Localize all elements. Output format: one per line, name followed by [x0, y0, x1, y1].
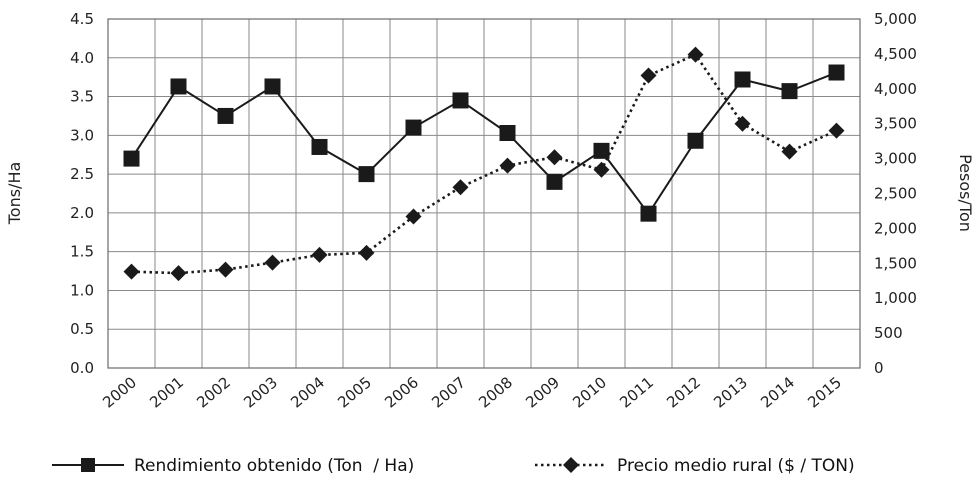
data-point-square — [593, 142, 610, 159]
left-axis-ticks: 0.0 0.5 1.0 1.5 2.0 2.5 3.0 3.5 4.0 4.5 — [70, 10, 94, 377]
data-point-diamond — [452, 179, 469, 196]
right-axis-title: Pesos/Ton — [956, 154, 975, 232]
data-point-square — [217, 107, 234, 124]
data-point-diamond — [405, 208, 422, 225]
right-tick-label: 500 — [874, 324, 903, 342]
data-point-square — [452, 92, 469, 109]
legend-marker-diamond — [563, 457, 579, 473]
data-point-diamond — [264, 254, 281, 271]
gridlines — [107, 18, 861, 369]
right-tick-label: 0 — [874, 359, 884, 377]
x-tick-label: 2011 — [616, 373, 657, 411]
left-tick-label: 3.0 — [70, 126, 94, 144]
data-point-diamond — [640, 67, 657, 84]
plot-border — [107, 18, 861, 369]
data-point-diamond — [358, 244, 375, 261]
left-axis-title: Tons/Ha — [5, 162, 24, 226]
data-point-square — [264, 78, 281, 95]
left-tick-label: 2.5 — [70, 165, 94, 183]
data-point-diamond — [687, 46, 704, 63]
x-tick-label: 2010 — [569, 373, 610, 411]
x-axis-ticks: 2000 2001 2002 2003 2004 2005 2006 2007 2008 2009… — [99, 373, 845, 411]
series-rendimiento — [123, 64, 845, 222]
x-tick-label: 2000 — [99, 373, 140, 411]
x-tick-label: 2013 — [710, 373, 751, 411]
left-tick-label: 4.5 — [70, 10, 94, 28]
left-tick-label: 2.0 — [70, 204, 94, 222]
data-point-square — [781, 83, 798, 100]
x-tick-label: 2005 — [334, 373, 375, 411]
right-tick-label: 5,000 — [874, 10, 917, 28]
data-point-square — [687, 132, 704, 149]
data-point-square — [734, 71, 751, 88]
x-tick-label: 2004 — [287, 373, 328, 411]
left-tick-label: 0.0 — [70, 359, 94, 377]
data-point-square — [170, 78, 187, 95]
data-point-diamond — [546, 149, 563, 166]
series-line — [131, 53, 838, 275]
right-tick-label: 2,000 — [874, 219, 917, 237]
series-layer — [123, 46, 845, 282]
series-line — [130, 71, 837, 215]
x-tick-label: 2009 — [522, 373, 563, 411]
legend: Rendimiento obtenido (Ton / Ha) Precio m… — [52, 456, 855, 476]
data-point-diamond — [781, 143, 798, 160]
x-tick-label: 2008 — [475, 373, 516, 411]
data-point-diamond — [499, 157, 516, 174]
data-point-diamond — [170, 265, 187, 282]
right-tick-label: 4,000 — [874, 80, 917, 98]
data-point-square — [123, 150, 140, 167]
right-axis-ticks: 0 500 1,000 1,500 2,000 2,500 3,000 3,500 4,000 4… — [874, 10, 917, 377]
x-tick-label: 2014 — [757, 373, 798, 411]
data-point-square — [311, 138, 328, 155]
data-point-square — [499, 125, 516, 142]
x-tick-label: 2001 — [146, 373, 187, 411]
legend-marker-square — [81, 458, 95, 472]
right-tick-label: 2,500 — [874, 185, 917, 203]
x-tick-label: 2006 — [381, 373, 422, 411]
data-point-diamond — [311, 246, 328, 263]
left-tick-label: 1.5 — [70, 243, 94, 261]
legend-label-rendimiento: Rendimiento obtenido (Ton / Ha) — [134, 456, 414, 476]
x-tick-label: 2003 — [240, 373, 281, 411]
data-point-square — [358, 166, 375, 183]
data-point-square — [546, 173, 563, 190]
right-tick-label: 1,500 — [874, 254, 917, 272]
left-tick-label: 1.0 — [70, 281, 94, 299]
data-point-square — [640, 205, 657, 222]
data-point-square — [405, 119, 422, 136]
x-tick-label: 2012 — [663, 373, 704, 411]
right-tick-label: 3,000 — [874, 150, 917, 168]
series-precio — [123, 46, 845, 282]
x-tick-label: 2007 — [428, 373, 469, 411]
left-tick-label: 3.5 — [70, 88, 94, 106]
data-point-diamond — [828, 122, 845, 139]
right-tick-label: 1,000 — [874, 289, 917, 307]
data-point-diamond — [217, 261, 234, 278]
data-point-square — [828, 64, 845, 81]
data-point-diamond — [593, 161, 610, 178]
data-point-diamond — [123, 263, 140, 280]
left-tick-label: 0.5 — [70, 320, 94, 338]
x-tick-label: 2015 — [804, 373, 845, 411]
x-tick-label: 2002 — [193, 373, 234, 411]
left-tick-label: 4.0 — [70, 49, 94, 67]
right-tick-label: 4,500 — [874, 45, 917, 63]
right-tick-label: 3,500 — [874, 115, 917, 133]
data-point-diamond — [734, 115, 751, 132]
legend-label-precio: Precio medio rural ($ / TON) — [617, 456, 855, 476]
